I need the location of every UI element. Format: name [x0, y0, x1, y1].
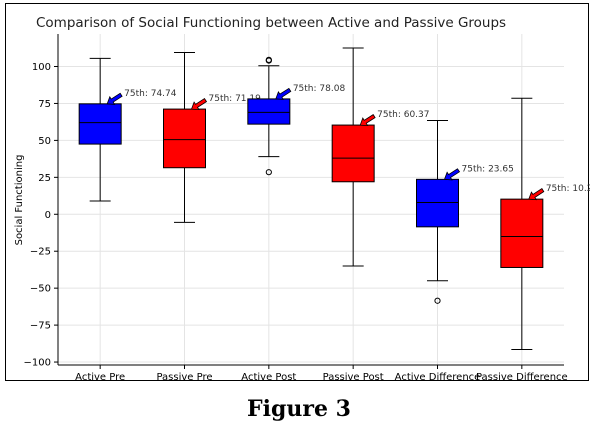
y-tick-label: 25	[38, 173, 51, 184]
y-tick-label: 50	[38, 136, 51, 147]
annotation-label: 75th: 60.37	[377, 110, 429, 120]
x-tick-label: Passive Post	[323, 372, 384, 382]
y-tick-label: −100	[24, 358, 51, 369]
annotation-label: 75th: 23.65	[462, 164, 514, 174]
annotation-label: 75th: 74.74	[124, 89, 177, 99]
box-passive-pre: 75th: 71.19	[163, 51, 262, 223]
x-tick-label: Passive Pre	[156, 372, 212, 382]
x-tick-label: Active Pre	[75, 372, 125, 382]
y-tick-label: 100	[32, 62, 51, 73]
annotation-label: 75th: 78.08	[293, 84, 346, 94]
x-tick-label: Active Post	[241, 372, 296, 382]
y-tick-label: −50	[30, 284, 51, 295]
box-iqr	[416, 178, 459, 228]
y-tick-label: 75	[38, 99, 51, 110]
y-axis-label: Social Functioning	[14, 155, 25, 246]
box-passive-post: 75th: 60.37	[331, 47, 430, 267]
outlier-point	[265, 169, 272, 176]
box-iqr	[247, 98, 291, 125]
box-iqr	[78, 103, 122, 145]
box-active-post: 75th: 78.08	[247, 56, 346, 176]
box-iqr	[163, 108, 206, 169]
annotation-arrow	[443, 168, 461, 181]
annotation-label: 75th: 71.19	[209, 94, 262, 104]
box-active-difference: 75th: 23.65	[416, 119, 514, 304]
annotation-arrow	[190, 98, 208, 111]
y-tick-label: −25	[30, 247, 51, 258]
outlier-point	[265, 57, 272, 64]
annotation-arrow	[275, 87, 292, 100]
y-tick-label: 0	[45, 210, 51, 221]
chart-title: Comparison of Social Functioning between…	[36, 15, 506, 31]
box-iqr	[331, 124, 375, 183]
annotation-arrow	[359, 114, 376, 127]
box-passive-difference: 75th: 10.25	[500, 97, 590, 350]
box-iqr	[500, 198, 544, 268]
y-tick-label: −75	[30, 321, 51, 332]
box-active-pre: 75th: 74.74	[78, 57, 177, 202]
x-tick-label: Active Difference	[395, 372, 481, 382]
annotation-label: 75th: 10.25	[546, 184, 590, 194]
annotation-arrow	[106, 92, 123, 105]
outlier-point	[434, 297, 441, 304]
x-tick-label: Passive Difference	[476, 372, 568, 382]
figure-caption: Figure 3	[247, 396, 351, 422]
annotation-arrow	[528, 188, 545, 201]
figure-frame: Comparison of Social Functioning between…	[5, 3, 590, 382]
box-plot-chart: Comparison of Social Functioning between…	[14, 15, 590, 382]
